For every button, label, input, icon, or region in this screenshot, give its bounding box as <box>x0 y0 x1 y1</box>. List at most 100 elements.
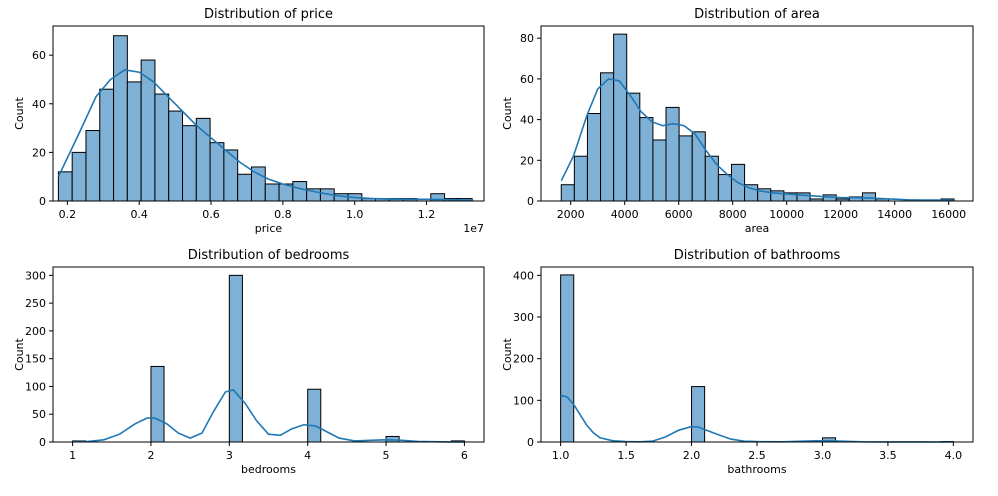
bars <box>73 275 465 442</box>
y-axis-label: Count <box>13 337 26 370</box>
y-tick-label: 400 <box>513 269 534 282</box>
histogram-bar <box>100 89 114 201</box>
y-axis-label: Count <box>501 337 514 370</box>
x-tick-label: 3.5 <box>879 449 897 462</box>
price-histogram-panel: 0.2 0.4 0.6 0.8 1.0 1.2 0 20 40 60 Distribution of… <box>13 7 484 235</box>
histogram-bar <box>151 366 164 442</box>
y-tick-label: 0 <box>39 195 46 208</box>
histogram-bar <box>72 152 86 201</box>
x-tick-label: 2 <box>147 449 154 462</box>
x-tick-label: 0.8 <box>274 208 292 221</box>
histogram-bar <box>614 34 627 201</box>
histogram-bar <box>155 94 169 201</box>
kde-line <box>561 395 954 442</box>
x-tick-label: 2000 <box>557 208 585 221</box>
kde-line <box>73 390 465 442</box>
histogram-bar <box>666 107 679 201</box>
histogram-bar <box>640 118 653 201</box>
y-tick-label: 20 <box>520 154 534 167</box>
y-tick-label: 200 <box>25 325 46 338</box>
histogram-bar <box>238 174 252 201</box>
histogram-bar <box>653 140 666 201</box>
histogram-bar <box>183 126 197 201</box>
axes-frame <box>53 267 484 442</box>
x-tick-label: 2.0 <box>683 449 701 462</box>
y-tick-label: 40 <box>520 114 534 127</box>
x-tick-label: 1.0 <box>552 449 570 462</box>
chart-title: Distribution of bathrooms <box>674 248 841 263</box>
y-tick-label: 100 <box>513 394 534 407</box>
y-tick-label: 60 <box>32 49 46 62</box>
histogram-bar <box>718 175 731 201</box>
x-axis-label: bedrooms <box>241 463 296 476</box>
y-axis-label: Count <box>13 96 26 129</box>
y-tick-label: 200 <box>513 353 534 366</box>
histogram-bar <box>627 93 640 201</box>
histogram-bar <box>114 36 128 201</box>
x-tick-label: 5 <box>383 449 390 462</box>
histogram-bar <box>601 73 614 201</box>
x-tick-label: 6 <box>461 449 468 462</box>
y-tick-label: 40 <box>32 98 46 111</box>
histogram-bar <box>86 131 100 201</box>
y-tick-label: 20 <box>32 146 46 159</box>
x-tick-label: 1 <box>69 449 76 462</box>
x-tick-label: 1.0 <box>346 208 364 221</box>
x-tick-label: 3.0 <box>814 449 832 462</box>
chart-title: Distribution of price <box>204 7 333 22</box>
x-offset-text: 1e7 <box>463 222 484 235</box>
chart-title: Distribution of area <box>694 7 820 22</box>
x-tick-label: 0.6 <box>202 208 220 221</box>
x-tick-label: 0.2 <box>59 208 77 221</box>
histogram-bar <box>705 156 718 201</box>
x-tick-label: 14000 <box>877 208 912 221</box>
x-tick-label: 12000 <box>823 208 858 221</box>
histogram-bar <box>58 172 72 201</box>
x-tick-label: 10000 <box>769 208 804 221</box>
histogram-bar <box>574 156 587 201</box>
x-tick-label: 16000 <box>931 208 966 221</box>
y-tick-label: 50 <box>32 408 46 421</box>
y-axis-label: Count <box>501 96 514 129</box>
x-axis-label: price <box>255 222 283 235</box>
histogram-bar <box>561 275 574 442</box>
y-tick-label: 0 <box>39 436 46 449</box>
x-tick-label: 8000 <box>719 208 747 221</box>
x-axis-label: bathrooms <box>727 463 786 476</box>
histogram-bar <box>561 185 574 201</box>
y-tick-label: 80 <box>520 32 534 45</box>
histogram-bar <box>587 114 600 202</box>
y-tick-label: 150 <box>25 353 46 366</box>
y-tick-label: 300 <box>25 269 46 282</box>
y-tick-label: 300 <box>513 311 534 324</box>
histogram-bar <box>862 193 875 201</box>
y-tick-label: 100 <box>25 380 46 393</box>
area-histogram-panel: 2000 4000 6000 8000 10000 12000 14000 16000 0 20 4… <box>501 7 973 235</box>
histogram-bar <box>308 389 321 442</box>
bars <box>561 275 954 442</box>
x-tick-label: 4000 <box>611 208 639 221</box>
histogram-bar <box>692 132 705 201</box>
x-tick-label: 0.4 <box>130 208 148 221</box>
histogram-bar <box>229 275 242 442</box>
x-tick-label: 4 <box>304 449 311 462</box>
x-axis-label: area <box>745 222 770 235</box>
chart-title: Distribution of bedrooms <box>188 248 350 263</box>
y-tick-label: 250 <box>25 297 46 310</box>
x-tick-label: 2.5 <box>748 449 766 462</box>
x-tick-label: 4.0 <box>945 449 963 462</box>
y-tick-label: 0 <box>527 436 534 449</box>
y-tick-label: 60 <box>520 73 534 86</box>
y-tick-label: 0 <box>527 195 534 208</box>
histogram-bar <box>127 82 141 201</box>
bars <box>561 34 954 201</box>
histogram-bar <box>293 182 307 201</box>
histogram-bar <box>169 111 183 201</box>
histogram-bar <box>210 143 224 201</box>
histogram-bar <box>692 387 705 442</box>
x-tick-label: 1.2 <box>418 208 436 221</box>
x-tick-label: 6000 <box>665 208 693 221</box>
